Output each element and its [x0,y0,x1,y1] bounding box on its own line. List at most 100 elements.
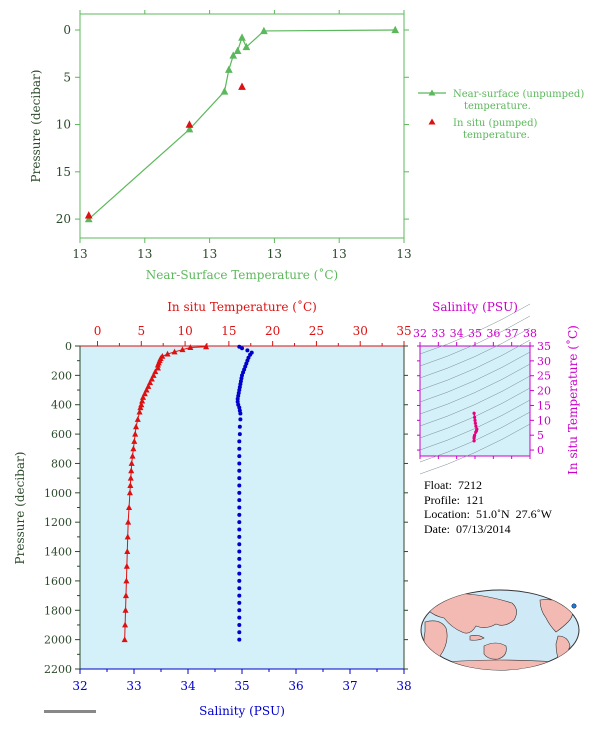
ts-xtick-label: 32 [413,327,427,340]
salinity-point [237,446,242,451]
temperature-point [131,438,138,444]
temperature-point [187,344,194,350]
near-surface-point [185,125,194,133]
salinity-point [237,476,242,481]
near-surface-point [84,214,93,223]
ts-plot-frame [419,345,531,457]
salinity-point [237,571,242,576]
salinity-point [237,534,242,539]
profile-ytick-label: 2000 [44,634,72,647]
salinity-point [237,600,242,605]
near-surface-plot-frame [79,13,405,239]
world-map [420,589,580,671]
legend-marker-near-surface [428,89,436,96]
sal-xtick-label: 34 [180,679,196,693]
temperature-point [128,460,135,466]
ts-ytick-label: 0 [537,444,544,457]
temp-xtick-label: 20 [265,324,280,338]
tiny-caption-mark [44,710,96,713]
ts-point [472,436,476,440]
salinity-point [237,549,242,554]
density-contour [419,375,531,427]
sal-xtick-label: 38 [396,679,411,693]
temperature-point [126,489,133,496]
near-surface-point [238,33,246,41]
temperature-point [139,397,146,404]
small-caption [44,710,96,713]
near-surface-xtick-label: 13 [332,247,347,261]
near-surface-xtick-label: 13 [72,247,87,261]
in-situ-point [238,82,246,90]
density-contour [419,363,531,415]
sal-xtick-label: 35 [234,679,249,693]
temperature-point [122,592,129,599]
ts-xtick-label: 38 [523,327,537,340]
near-surface-ytick-label: 20 [56,212,71,226]
float-info: Float: 7212 Profile: 121 Location: 51.0˚… [424,478,552,536]
ts-point [473,418,477,422]
ts-xtick-label: 33 [431,327,445,340]
near-surface-ytick-label: 5 [63,70,71,84]
temperature-point [129,452,136,459]
salinity-point [237,520,242,525]
temperature-point [171,348,178,355]
temp-xtick-label: 10 [177,324,192,338]
salinity-point [237,637,242,642]
near-surface-legend: Near-surface (unpumped) temperature. In … [418,89,587,141]
float-location-marker [571,603,577,609]
profile-ytick-label: 1200 [44,516,72,529]
salinity-point [240,346,244,351]
profile-ytick-label: 400 [51,399,72,412]
salinity-point [237,586,242,591]
temperature-point [127,482,134,488]
near-surface-point [225,65,233,73]
density-contour [419,339,531,391]
temperature-point [124,548,131,555]
salinity-point [237,512,242,517]
density-contour [419,303,531,355]
near-surface-ytick-label: 0 [63,23,71,37]
salinity-point [237,505,242,510]
temperature-point [127,474,134,481]
temperature-point [122,621,129,628]
near-surface-point [260,26,268,35]
profile-ytick-label: 800 [51,457,72,470]
temperature-point [124,533,131,540]
float-row: Float: 7212 [424,478,552,493]
temperature-point [125,518,132,525]
legend-label-near-surface: Near-surface (unpumped) temperature. [453,89,587,112]
near-surface-xtick-label: 13 [396,247,411,261]
ts-point [473,421,477,425]
near-surface-chart: 0 5 10 15 20 13 13 13 13 13 13 Near-Surface Temper… [29,10,587,282]
near-surface-xtick-label: 13 [267,247,282,261]
salinity-point [237,439,242,444]
profile-bottom-xlabel: Salinity (PSU) [199,704,285,718]
salinity-point [237,622,242,627]
temperature-point [137,404,144,411]
sal-xtick-label: 32 [72,679,87,693]
temperature-point [133,423,140,430]
temperature-point [121,636,128,643]
sal-xtick-label: 33 [126,679,141,693]
temp-xtick-label: 0 [94,324,102,338]
temperature-point [140,394,147,400]
profile-chart: 0200400600800100012001400160018002000220… [13,299,412,718]
temperature-point [134,416,141,422]
location-label: Location: [424,507,470,521]
near-surface-xlabel: Near-Surface Temperature (˚C) [146,267,338,282]
temperature-point [154,364,161,371]
ts-right-ylabel: In situ Temperature (˚C) [565,325,580,475]
salinity-point [237,615,242,620]
temperature-point [123,562,130,569]
temperature-point [123,577,130,584]
salinity-point [238,417,243,422]
sal-xtick-label: 36 [288,679,303,693]
salinity-point [237,556,242,561]
float-label: Float: [424,478,453,492]
salinity-point [237,630,242,635]
near-surface-point [391,25,400,34]
temp-xtick-label: 25 [309,324,324,338]
temperature-point [130,445,137,452]
